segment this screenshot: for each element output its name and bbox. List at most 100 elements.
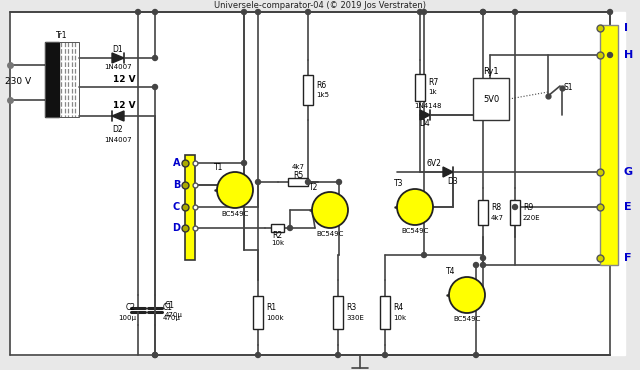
Text: R8: R8 [491, 203, 501, 212]
Text: R2: R2 [273, 231, 283, 239]
Circle shape [255, 353, 260, 357]
Text: D1: D1 [113, 46, 124, 54]
Bar [45, 42, 59, 117]
Text: 220E: 220E [523, 215, 541, 221]
Bar [478, 200, 488, 225]
Circle shape [305, 179, 310, 185]
Bar [185, 155, 195, 260]
Text: 5V0: 5V0 [483, 95, 499, 104]
Bar [600, 25, 618, 265]
Circle shape [255, 179, 260, 185]
Circle shape [255, 10, 260, 14]
Text: D: D [172, 223, 180, 233]
Text: C1: C1 [163, 303, 173, 313]
Text: R9: R9 [523, 203, 533, 212]
Circle shape [152, 10, 157, 14]
Text: R1: R1 [266, 303, 276, 312]
Circle shape [152, 353, 157, 357]
Text: Tr1: Tr1 [56, 31, 68, 40]
Bar [380, 296, 390, 329]
Circle shape [417, 10, 422, 14]
Text: 1k: 1k [428, 90, 436, 95]
Circle shape [449, 277, 485, 313]
Circle shape [337, 179, 342, 185]
Text: C1: C1 [165, 302, 175, 310]
Circle shape [397, 189, 433, 225]
Bar [510, 200, 520, 225]
Text: I: I [624, 23, 628, 33]
Text: T3: T3 [394, 179, 404, 188]
Text: 230 V: 230 V [5, 77, 31, 87]
Text: 10k: 10k [393, 314, 406, 320]
Text: T4: T4 [446, 268, 456, 276]
Circle shape [607, 53, 612, 57]
Text: C2: C2 [126, 303, 136, 313]
Circle shape [513, 10, 518, 14]
Text: BC549C: BC549C [316, 231, 344, 237]
Text: 12 V: 12 V [113, 75, 135, 84]
Bar [288, 178, 308, 186]
Circle shape [312, 192, 348, 228]
Circle shape [287, 225, 292, 231]
Circle shape [152, 84, 157, 90]
Text: 1N4148: 1N4148 [414, 103, 442, 109]
Polygon shape [112, 53, 124, 63]
Bar [59, 42, 79, 117]
Polygon shape [420, 110, 430, 120]
Text: E: E [624, 202, 632, 212]
Text: 6V2: 6V2 [427, 158, 442, 168]
Text: T2: T2 [309, 182, 319, 192]
Bar [473, 78, 509, 120]
Polygon shape [443, 167, 453, 177]
Bar [271, 224, 284, 232]
Circle shape [607, 10, 612, 14]
Circle shape [474, 262, 479, 268]
Text: D3: D3 [447, 178, 458, 186]
Circle shape [217, 172, 253, 208]
Text: 1N4007: 1N4007 [104, 137, 132, 143]
Polygon shape [112, 111, 124, 121]
Text: 12 V: 12 V [113, 101, 135, 111]
Text: 4k7: 4k7 [291, 164, 305, 170]
Circle shape [383, 353, 387, 357]
Circle shape [152, 56, 157, 61]
Text: C: C [173, 202, 180, 212]
Circle shape [241, 10, 246, 14]
Bar [45, 42, 79, 117]
Text: R5: R5 [293, 171, 303, 179]
Bar [303, 75, 313, 105]
Text: S1: S1 [563, 84, 573, 92]
Text: BC549C: BC549C [401, 228, 429, 234]
Text: 4k7: 4k7 [491, 215, 504, 221]
Text: BC549C: BC549C [453, 316, 481, 322]
Circle shape [481, 256, 486, 260]
Text: 470μ: 470μ [163, 315, 181, 321]
Text: 100μ: 100μ [118, 315, 136, 321]
Bar [333, 296, 343, 329]
Text: R6: R6 [316, 81, 326, 90]
Text: 470μ: 470μ [165, 312, 183, 318]
Text: Ry1: Ry1 [483, 67, 499, 75]
Circle shape [136, 10, 141, 14]
Circle shape [241, 161, 246, 165]
Text: R3: R3 [346, 303, 356, 312]
Circle shape [152, 353, 157, 357]
Text: R4: R4 [393, 303, 403, 312]
Circle shape [481, 10, 486, 14]
Text: G: G [624, 167, 633, 177]
Circle shape [422, 252, 426, 258]
Text: D2: D2 [113, 125, 124, 135]
Text: Universele-comparator-04 (© 2019 Jos Verstraten): Universele-comparator-04 (© 2019 Jos Ver… [214, 1, 426, 10]
Text: R7: R7 [428, 78, 438, 87]
Text: 10k: 10k [271, 240, 284, 246]
Text: F: F [624, 253, 632, 263]
Circle shape [422, 10, 426, 14]
Text: BC549C: BC549C [221, 211, 249, 217]
Text: B: B [173, 180, 180, 190]
Text: 100k: 100k [266, 314, 284, 320]
Text: H: H [624, 50, 633, 60]
Text: 330E: 330E [346, 314, 364, 320]
Circle shape [305, 10, 310, 14]
Text: 1N4007: 1N4007 [104, 64, 132, 70]
Text: D4: D4 [420, 120, 430, 128]
